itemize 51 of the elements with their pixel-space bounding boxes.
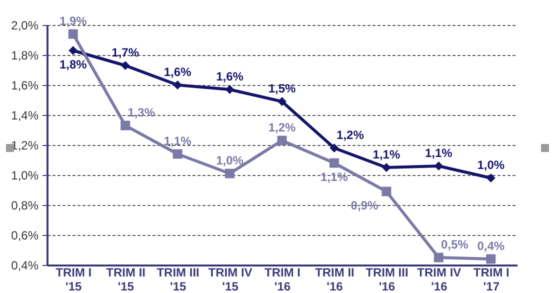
data-label: 1,1% — [372, 148, 400, 162]
y-tick-label: 0,8% — [11, 198, 39, 212]
point — [330, 144, 339, 152]
point — [382, 186, 392, 196]
point — [382, 163, 391, 172]
data-label: 0,4% — [477, 239, 505, 253]
point — [486, 254, 496, 264]
point — [278, 97, 286, 106]
y-tick-label: 1,8% — [11, 48, 39, 62]
data-label: 1,5% — [268, 82, 296, 96]
x-tick-label: TRIM III '15 — [156, 266, 200, 293]
data-label: 1,8% — [59, 58, 88, 72]
y-tick-label: 1,4% — [11, 108, 39, 122]
point — [225, 168, 235, 178]
data-label: 1,6% — [216, 70, 244, 84]
point — [434, 162, 444, 170]
point — [329, 158, 339, 168]
point — [68, 46, 78, 55]
y-tick-label: 1,2% — [11, 138, 39, 152]
data-label: 1,1% — [164, 134, 192, 148]
data-label: 1,2% — [336, 128, 364, 142]
point — [120, 61, 130, 70]
x-tick-label: TRIM I '16 — [264, 266, 300, 293]
y-tick-label: 1,0% — [11, 168, 39, 182]
data-label: 1,0% — [477, 158, 505, 172]
point — [486, 174, 496, 182]
data-label: 1,0% — [216, 154, 244, 168]
data-label: 0,9% — [350, 198, 378, 212]
data-label: 1,1% — [320, 170, 348, 184]
point — [172, 149, 182, 159]
point — [68, 29, 78, 39]
x-tick-label: TRIM II '15 — [106, 266, 146, 293]
point — [120, 120, 130, 130]
x-tick-label: TRIM IV '15 — [208, 266, 252, 293]
y-tick-label: 1,6% — [11, 78, 39, 92]
data-label: 1,2% — [268, 120, 296, 134]
x-tick-label: TRIM I '15 — [56, 266, 92, 293]
x-tick-label: TRIM I '17 — [473, 266, 510, 293]
data-label: 1,9% — [59, 14, 88, 28]
y-tick-label: 2,0% — [11, 18, 39, 32]
data-label: 1,6% — [164, 65, 192, 79]
point — [225, 85, 234, 94]
data-label: 1,1% — [424, 146, 453, 160]
x-tick-label: TRIM II '16 — [315, 266, 354, 293]
x-tick-label: TRIM IV '16 — [417, 266, 462, 293]
point — [434, 252, 444, 262]
x-tick-label: TRIM III '16 — [366, 266, 408, 293]
data-label: 0,5% — [440, 238, 469, 252]
point — [277, 136, 287, 146]
y-tick-label: 0,4% — [11, 258, 39, 272]
y-tick-label: 0,6% — [11, 228, 39, 242]
